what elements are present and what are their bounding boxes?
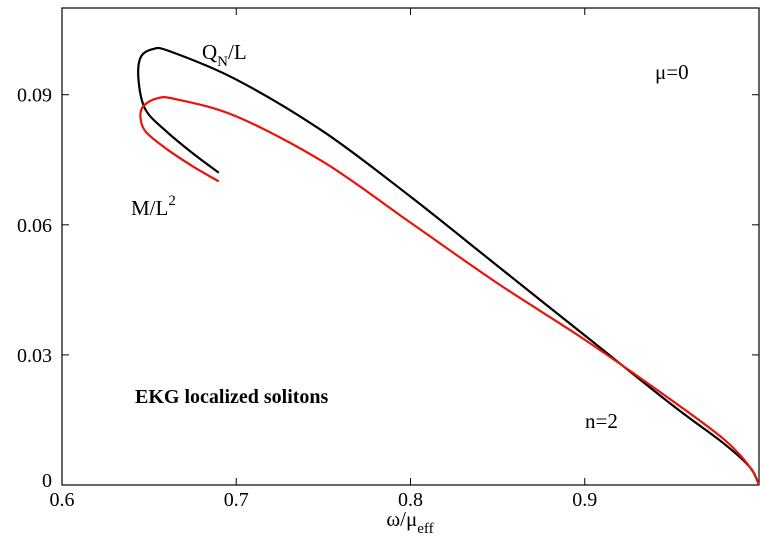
- x-tick-label: 0.8: [398, 489, 423, 511]
- series-line-qn: [137, 46, 760, 486]
- x-tick-labels: 0.6 0.7 0.8 0.9: [50, 489, 598, 511]
- y-tick-label: 0.09: [17, 85, 52, 107]
- x-tick-label: 0.9: [572, 489, 597, 511]
- series-line-m: [139, 95, 760, 486]
- y-tick-label: 0.06: [17, 215, 52, 237]
- x-tick-label: 0.7: [224, 489, 249, 511]
- annotation-mu: μ=0: [655, 60, 689, 84]
- series-label-qn: QN/L: [202, 40, 247, 70]
- annotation-n: n=2: [585, 409, 618, 433]
- x-tick-label: 0.6: [50, 489, 75, 511]
- tick-marks: [61, 8, 759, 486]
- y-tick-labels: 0 0.03 0.06 0.09: [17, 85, 52, 492]
- series-layer: [137, 46, 760, 486]
- x-axis-label: ω/μeff: [386, 507, 433, 537]
- annotation-system: EKG localized solitons: [135, 386, 329, 408]
- y-tick-label: 0.03: [17, 345, 52, 367]
- series-label-m: M/L2: [131, 193, 176, 220]
- y-tick-label: 0: [42, 470, 52, 492]
